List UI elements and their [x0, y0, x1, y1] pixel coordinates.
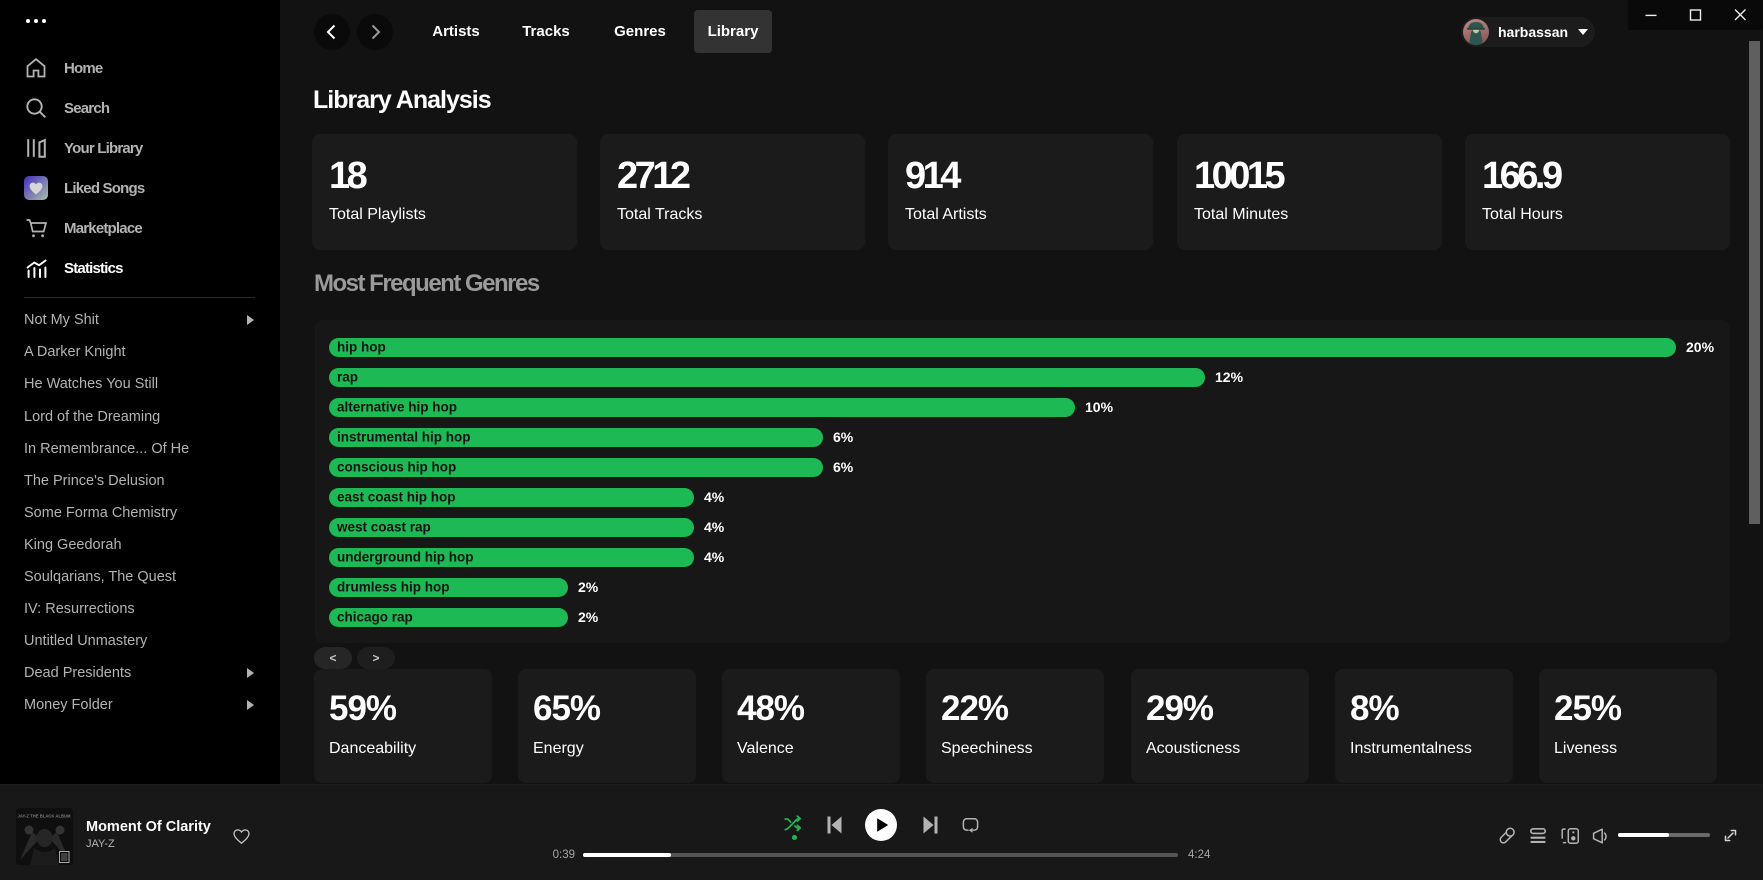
svg-text:JAY-Z THE BLACK ALBUM: JAY-Z THE BLACK ALBUM — [18, 814, 71, 819]
